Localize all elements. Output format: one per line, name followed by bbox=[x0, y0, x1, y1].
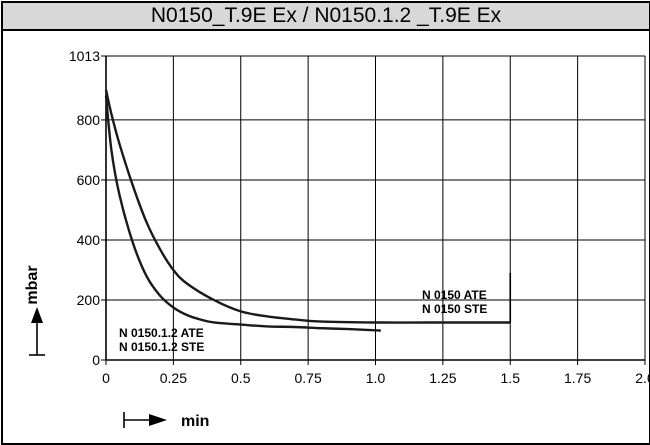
y-tick-label: 0 bbox=[92, 352, 100, 368]
x-tick-label: 1.75 bbox=[564, 370, 591, 386]
x-tick-label: 1.0 bbox=[366, 370, 386, 386]
y-tick-label: 400 bbox=[77, 232, 101, 248]
series-label-n0150-ate: N 0150 ATE bbox=[422, 288, 487, 302]
y-tick-label: 800 bbox=[77, 112, 101, 128]
x-axis-label: min bbox=[181, 413, 209, 430]
y-tick-label: 1013 bbox=[69, 48, 100, 64]
x-axis-arrow-head bbox=[149, 414, 167, 426]
x-tick-label: 1.25 bbox=[429, 370, 456, 386]
chart-title: N0150_T.9E Ex / N0150.1.2 _T.9E Ex bbox=[3, 3, 649, 31]
y-axis-label: mbar bbox=[24, 265, 41, 304]
series-line-2 bbox=[104, 95, 381, 332]
x-tick-label: 2.0 bbox=[635, 370, 649, 386]
series-label-n0150-ste: N 0150 STE bbox=[422, 302, 487, 316]
y-tick-label: 200 bbox=[77, 292, 101, 308]
x-tick-label: 0.75 bbox=[295, 370, 322, 386]
series-label-n0150-1-2-ste: N 0150.1.2 STE bbox=[119, 340, 204, 354]
x-tick-label: 0 bbox=[102, 370, 110, 386]
x-tick-label: 0.5 bbox=[231, 370, 251, 386]
series-label-n0150-1-2-ate: N 0150.1.2 ATE bbox=[119, 326, 204, 340]
x-tick-label: 0.25 bbox=[160, 370, 187, 386]
x-tick-label: 1.5 bbox=[501, 370, 521, 386]
y-tick-label: 600 bbox=[77, 172, 101, 188]
y-axis-arrow-head bbox=[31, 307, 43, 323]
chart-plot: 0 0.25 0.5 0.75 1.0 1.25 1.5 1.75 2.0 0 200 400 600 8… bbox=[24, 48, 649, 430]
series-line-1 bbox=[104, 89, 511, 324]
